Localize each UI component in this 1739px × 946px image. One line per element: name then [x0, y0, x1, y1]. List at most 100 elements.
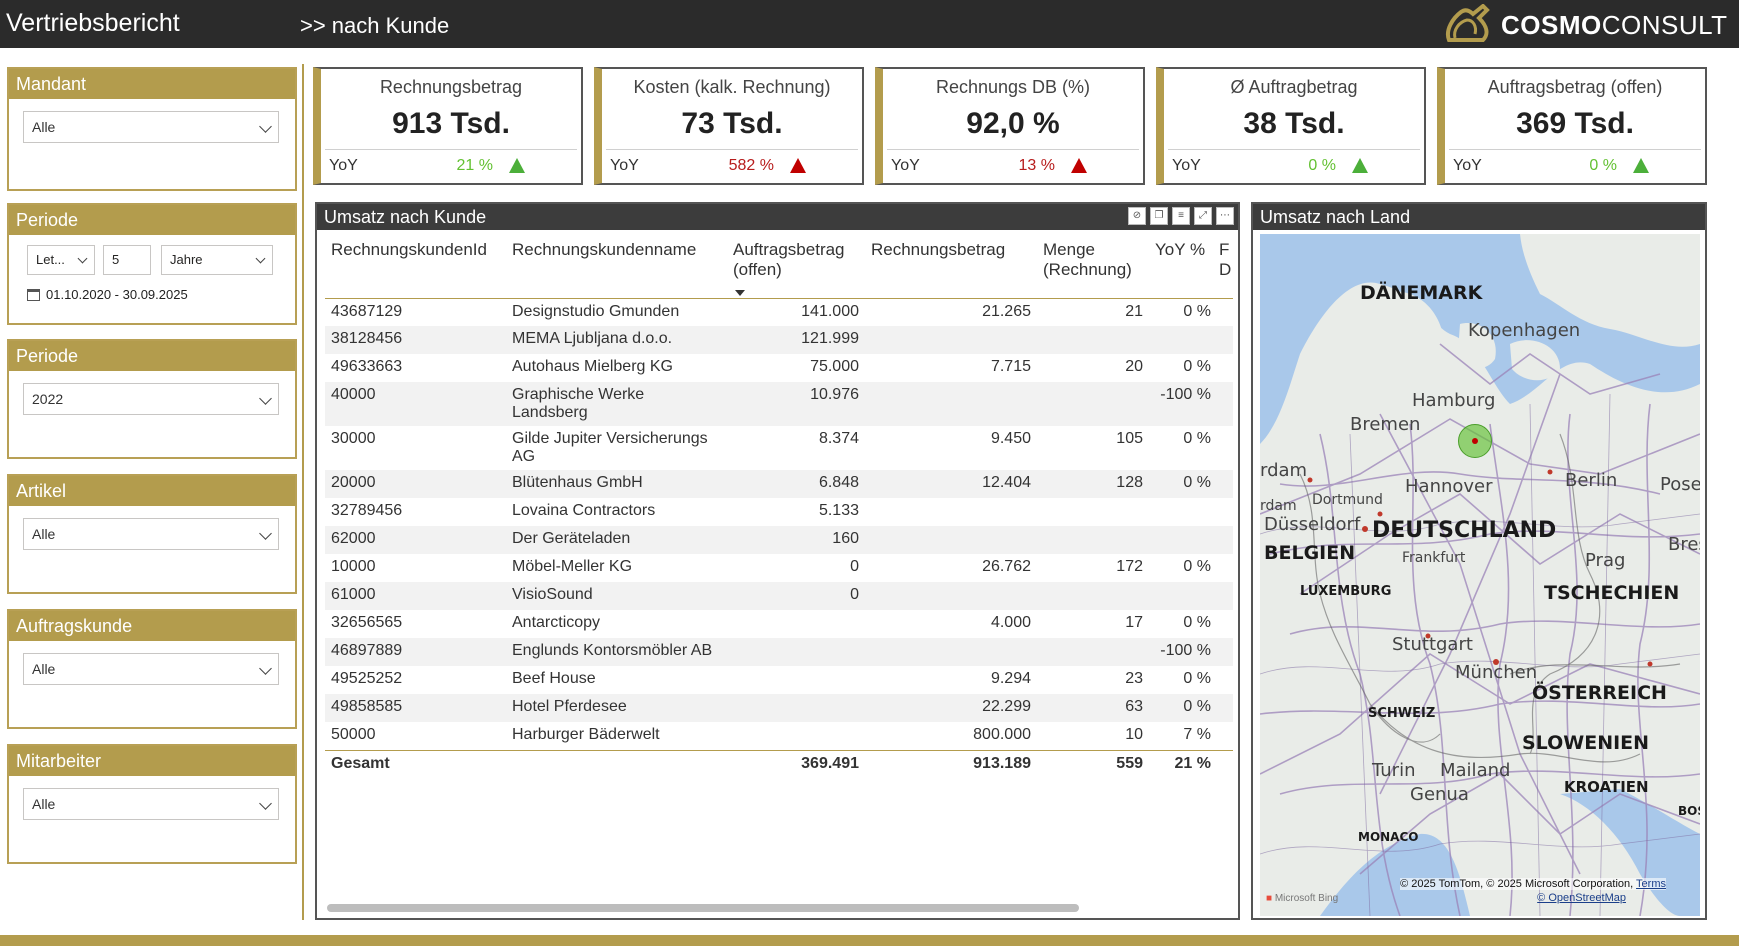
cell-truncated — [1217, 610, 1233, 638]
kpi-card[interactable]: Auftragsbetrag (offen) 369 Tsd. YoY 0 % — [1437, 67, 1707, 185]
cell-rechnungsbetrag: 26.762 — [982, 558, 1031, 575]
relative-count-input[interactable]: 5 — [103, 245, 151, 275]
cell-truncated — [1217, 722, 1233, 750]
cell-kundenname: Möbel-Meller KG — [512, 558, 633, 575]
map-label-prag: Prag — [1585, 550, 1626, 571]
periode-year-dropdown[interactable]: 2022 — [23, 383, 279, 415]
table-row[interactable]: 32789456 Lovaina Contractors 5.133 — [325, 498, 1233, 526]
cell-rechnungsbetrag: 22.299 — [865, 694, 1037, 722]
kpi-yoy-value: 21 % — [456, 157, 493, 174]
cell-auftragsbetrag — [727, 694, 865, 722]
map-copyright-text: © 2025 TomTom, © 2025 Microsoft Corporat… — [1400, 878, 1634, 890]
cell-kundenname: MEMA Ljubljana d.o.o. — [506, 326, 727, 354]
table-row[interactable]: 30000 Gilde Jupiter Versicherungs AG 8.374… — [325, 426, 1233, 470]
cell-rechnungsbetrag — [865, 498, 1037, 526]
periode-year-value: 2022 — [32, 391, 64, 407]
focus-mode-icon[interactable]: ⤢ — [1194, 207, 1212, 225]
table-header-row: RechnungskundenId Rechnungskundenname Au… — [325, 234, 1233, 299]
cell-auftragsbetrag: 10.976 — [727, 382, 865, 426]
table-row[interactable]: 20000 Blütenhaus GmbH 6.848 12.404 128 0 % — [325, 470, 1233, 498]
kpi-card[interactable]: Ø Auftragbetrag 38 Tsd. YoY 0 % — [1156, 67, 1426, 185]
cell-kundenid: 43687129 — [331, 302, 403, 320]
col-header-yoy[interactable]: YoY % — [1149, 234, 1217, 299]
col-header-truncated[interactable]: F D — [1217, 234, 1233, 299]
calendar-icon — [27, 289, 40, 301]
cell-kundenid: 32656565 — [331, 614, 403, 631]
table-row[interactable]: 32656565 Antarcticopy 4.000 17 0 % — [325, 610, 1233, 638]
map-bubble-deutschland[interactable] — [1458, 424, 1492, 458]
cell-kundenid: 50000 — [331, 726, 376, 743]
table-row[interactable]: 49858585 Hotel Pferdesee 22.299 63 0 % — [325, 694, 1233, 722]
kpi-card[interactable]: Rechnungsbetrag 913 Tsd. YoY 21 % — [313, 67, 583, 185]
mandant-dropdown[interactable]: Alle — [23, 111, 279, 143]
table-row[interactable]: 49633663 Autohaus Mielberg KG 75.000 7.715 2… — [325, 354, 1233, 382]
kpi-yoy-label: YoY — [329, 157, 358, 174]
cell-auftragsbetrag — [727, 666, 865, 694]
copy-icon[interactable]: ❐ — [1150, 207, 1168, 225]
pin-icon[interactable]: ⊘ — [1128, 207, 1146, 225]
map-label-deutschland: DEUTSCHLAND — [1372, 518, 1557, 543]
map-label-rotterdam-partial: rdam — [1260, 498, 1297, 514]
cell-truncated — [1217, 638, 1233, 666]
map-canvas[interactable]: DÄNEMARK Kopenhagen Hamburg Bremen rdam … — [1260, 234, 1700, 916]
table-row[interactable]: 10000 Möbel-Meller KG 0 26.762 172 0 % — [325, 554, 1233, 582]
chevron-down-icon — [259, 527, 272, 540]
cell-kundenname: Autohaus Mielberg KG — [512, 358, 673, 375]
kpi-yoy-label: YoY — [1172, 157, 1201, 174]
col-header-auftragsbetrag[interactable]: Auftragsbetrag (offen) — [727, 234, 865, 299]
cell-yoy: 0 % — [1183, 558, 1211, 575]
col-header-kundenname[interactable]: Rechnungskundenname — [506, 234, 727, 299]
map-label-tschechien: TSCHECHIEN — [1544, 582, 1680, 604]
cell-rechnungsbetrag: 9.294 — [990, 670, 1031, 687]
table-row[interactable]: 40000 Graphische Werke Landsberg 10.976 -10… — [325, 382, 1233, 426]
col-header-auftragsbetrag-label: Auftragsbetrag (offen) — [733, 240, 845, 279]
cell-truncated — [1217, 298, 1233, 326]
map-osm-link[interactable]: © OpenStreetMap — [1537, 892, 1626, 904]
cell-auftragsbetrag: 141.000 — [801, 302, 859, 320]
cell-kundenname: Beef House — [512, 670, 596, 687]
cell-rechnungsbetrag: 800.000 — [973, 726, 1031, 743]
table-body: 43687129 Designstudio Gmunden 141.000 21.26… — [325, 298, 1233, 778]
table-visual-title: Umsatz nach Kunde — [324, 207, 487, 227]
cell-rechnungsbetrag: 12.404 — [865, 470, 1037, 498]
kpi-value: 38 Tsd. — [1243, 107, 1345, 140]
kpi-separator — [606, 149, 858, 150]
trend-up-icon — [1352, 158, 1368, 173]
filter-icon[interactable]: ≡ — [1172, 207, 1190, 225]
table-row[interactable]: 62000 Der Geräteladen 160 — [325, 526, 1233, 554]
chevron-down-icon — [259, 120, 272, 133]
relative-unit-dropdown[interactable]: Jahre — [161, 245, 273, 275]
map-terms-link[interactable]: Terms — [1636, 878, 1666, 890]
cell-truncated — [1217, 554, 1233, 582]
table-row[interactable]: 50000 Harburger Bäderwelt 800.000 10 7 % — [325, 722, 1233, 750]
kpi-separator — [1168, 149, 1420, 150]
col-header-kundenid[interactable]: RechnungskundenId — [325, 234, 506, 299]
relative-mode-dropdown[interactable]: Let... — [27, 245, 95, 275]
customer-revenue-table-visual[interactable]: Umsatz nach Kunde ⊘ ❐ ≡ ⤢ ⋯ RechnungskundenI… — [315, 202, 1240, 920]
cell-kundenid: 30000 — [331, 430, 376, 447]
cell-menge — [1037, 498, 1149, 526]
table-row[interactable]: 49525252 Beef House 9.294 23 0 % — [325, 666, 1233, 694]
logo-mark-icon — [1446, 3, 1490, 42]
kpi-card[interactable]: Kosten (kalk. Rechnung) 73 Tsd. YoY 582 % — [594, 67, 864, 185]
table-row[interactable]: 61000 VisioSound 0 — [325, 582, 1233, 610]
table-row[interactable]: 46897889 Englunds Kontorsmöbler AB -100 % — [325, 638, 1233, 666]
more-options-icon[interactable]: ⋯ — [1216, 207, 1234, 225]
map-label-monaco: MONACO — [1358, 830, 1419, 844]
artikel-dropdown[interactable]: Alle — [23, 518, 279, 550]
slicer-artikel: Artikel Alle — [7, 474, 297, 594]
map-label-amsterdam-partial: rdam — [1260, 460, 1308, 481]
col-header-rechnungsbetrag[interactable]: Rechnungsbetrag — [865, 234, 1037, 299]
mitarbeiter-dropdown[interactable]: Alle — [23, 788, 279, 820]
horizontal-scrollbar[interactable] — [327, 904, 1079, 912]
table-total-row: Gesamt 369.491 913.189 559 21 % — [325, 749, 1233, 778]
kpi-card[interactable]: Rechnungs DB (%) 92,0 % YoY 13 % — [875, 67, 1145, 185]
col-header-menge[interactable]: Menge (Rechnung) — [1037, 234, 1149, 299]
table-row[interactable]: 38128456 MEMA Ljubljana d.o.o. 121.999 — [325, 326, 1233, 354]
cell-rechnungsbetrag: 7.715 — [990, 358, 1031, 375]
kpi-title: Auftragsbetrag (offen) — [1487, 77, 1663, 97]
auftragskunde-dropdown[interactable]: Alle — [23, 653, 279, 685]
sales-by-country-map-visual[interactable]: Umsatz nach Land — [1251, 202, 1707, 920]
cell-menge: 17 — [1125, 614, 1143, 631]
table-row[interactable]: 43687129 Designstudio Gmunden 141.000 21.26… — [325, 298, 1233, 326]
